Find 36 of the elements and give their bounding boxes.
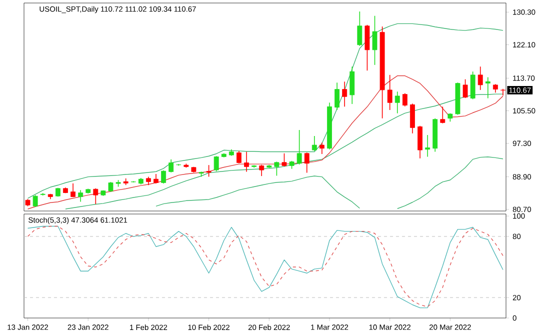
candlestick [214, 156, 219, 172]
candlestick [440, 106, 446, 124]
candlestick [32, 194, 38, 208]
candlestick [357, 11, 362, 46]
candlestick [425, 134, 430, 158]
candlestick [478, 66, 483, 90]
candlestick [410, 103, 415, 134]
candlestick [236, 150, 242, 164]
candlestick [342, 81, 348, 108]
candlestick [500, 88, 506, 96]
candlestick [350, 66, 355, 104]
candlestick [312, 136, 317, 152]
candlestick [282, 152, 287, 167]
candlestick [161, 170, 166, 184]
candlestick [462, 78, 468, 98]
candlestick [387, 74, 392, 110]
candlestick [274, 161, 280, 176]
candlestick [296, 130, 302, 165]
candlestick [319, 142, 324, 154]
candlestick [304, 152, 310, 174]
candlestick [334, 82, 340, 110]
candlestick [206, 164, 212, 178]
candlestick [93, 188, 98, 205]
candlestick [402, 92, 408, 107]
candlestick [168, 158, 174, 173]
candlestick [70, 183, 76, 198]
candlestick [394, 91, 400, 114]
candlestick [485, 76, 490, 99]
candlestick [470, 71, 476, 100]
candlestick [244, 151, 249, 172]
candlestick [78, 190, 84, 202]
candlestick [108, 182, 114, 192]
candlestick [372, 15, 378, 66]
candlestick [259, 164, 264, 176]
candlestick [418, 125, 422, 159]
candlestick [154, 174, 158, 184]
